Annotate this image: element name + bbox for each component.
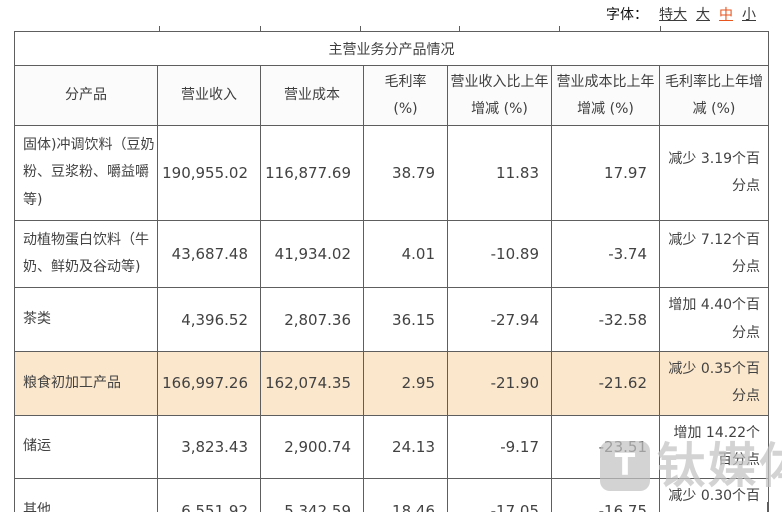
margin-yoy-cell: 减少 0.30个百分点 xyxy=(658,478,770,512)
table-title-row: 主营业务分产品情况 xyxy=(13,31,770,66)
revenue-yoy-cell: -17.05 xyxy=(447,478,552,512)
cost-yoy-cell: 17.97 xyxy=(551,125,660,221)
table-row-other: 其他 6,551.92 5,342.59 18.46 -17.05 -16.75… xyxy=(14,478,770,512)
column-header-cost-yoy: 营业成本比上年 增减 (%) xyxy=(551,65,660,126)
cost-yoy-cell: -23.51 xyxy=(551,414,660,480)
revenue-cell: 166,997.26 xyxy=(157,351,261,416)
font-size-option-medium[interactable]: 中 xyxy=(719,7,733,23)
product-name-cell: 粮食初加工产品 xyxy=(14,351,158,416)
font-size-option-small[interactable]: 小 xyxy=(742,7,756,23)
gross-margin-cell: 24.13 xyxy=(363,414,448,480)
gross-margin-cell: 4.01 xyxy=(363,219,448,289)
table-header-row: 分产品 营业收入 营业成本 毛利率 (%) 营业收入比上年 增减 (%) 营业成… xyxy=(14,65,770,126)
cost-cell: 116,877.69 xyxy=(260,125,364,221)
cost-cell: 2,807.36 xyxy=(260,287,364,353)
margin-yoy-cell: 增加 4.40个百分点 xyxy=(658,287,770,353)
product-name-cell: 固体)冲调饮料（豆奶粉、豆浆粉、嚼益嚼等) xyxy=(14,125,158,221)
font-size-option-large[interactable]: 大 xyxy=(696,7,710,23)
gross-margin-cell: 2.95 xyxy=(363,351,448,416)
column-header-product: 分产品 xyxy=(14,65,158,126)
cost-cell: 41,934.02 xyxy=(260,219,364,289)
gross-margin-cell: 36.15 xyxy=(363,287,448,353)
cost-yoy-cell: -3.74 xyxy=(551,219,660,289)
gross-margin-cell: 18.46 xyxy=(363,478,448,512)
cost-cell: 2,900.74 xyxy=(260,414,364,480)
column-header-revenue: 营业收入 xyxy=(157,65,261,126)
revenue-cell: 4,396.52 xyxy=(157,287,261,353)
previous-table-fragment xyxy=(14,26,768,31)
revenue-yoy-cell: -9.17 xyxy=(447,414,552,480)
table-row-solid-drinks: 固体)冲调饮料（豆奶粉、豆浆粉、嚼益嚼等) 190,955.02 116,877… xyxy=(14,125,770,221)
table-row-grain-processing: 粮食初加工产品 166,997.26 162,074.35 2.95 -21.9… xyxy=(14,351,770,416)
revenue-yoy-cell: -21.90 xyxy=(447,351,552,416)
next-row-fragment xyxy=(14,502,768,512)
revenue-cell: 43,687.48 xyxy=(157,219,261,289)
revenue-cell: 190,955.02 xyxy=(157,125,261,221)
font-size-option-xlarge[interactable]: 特大 xyxy=(659,7,687,23)
table-row-protein-drinks: 动植物蛋白饮料（牛奶、鲜奶及谷动等) 43,687.48 41,934.02 4… xyxy=(14,219,770,289)
column-header-margin-yoy: 毛利率比上年增 减 (%) xyxy=(658,65,770,126)
column-header-gross-margin: 毛利率 (%) xyxy=(363,65,448,126)
cost-yoy-cell: -32.58 xyxy=(551,287,660,353)
revenue-cell: 3,823.43 xyxy=(157,414,261,480)
revenue-cell: 6,551.92 xyxy=(157,478,261,512)
margin-yoy-cell: 增加 14.22个百分点 xyxy=(658,414,770,480)
column-header-revenue-yoy: 营业收入比上年 增减 (%) xyxy=(447,65,552,126)
table-row-tea: 茶类 4,396.52 2,807.36 36.15 -27.94 -32.58… xyxy=(14,287,770,353)
product-segment-table: 主营业务分产品情况 分产品 营业收入 营业成本 毛利率 (%) 营业收入比上年 … xyxy=(13,31,770,512)
font-size-label: 字体： xyxy=(606,7,648,23)
table-title: 主营业务分产品情况 xyxy=(13,31,770,66)
margin-yoy-cell: 减少 7.12个百分点 xyxy=(658,219,770,289)
revenue-yoy-cell: -10.89 xyxy=(447,219,552,289)
cost-cell: 162,074.35 xyxy=(260,351,364,416)
column-header-cost: 营业成本 xyxy=(260,65,364,126)
product-name-cell: 动植物蛋白饮料（牛奶、鲜奶及谷动等) xyxy=(14,219,158,289)
margin-yoy-cell: 减少 3.19个百分点 xyxy=(658,125,770,221)
product-name-cell: 储运 xyxy=(14,414,158,480)
gross-margin-cell: 38.79 xyxy=(363,125,448,221)
cost-yoy-cell: -21.62 xyxy=(551,351,660,416)
revenue-yoy-cell: 11.83 xyxy=(447,125,552,221)
table-row-storage-transport: 储运 3,823.43 2,900.74 24.13 -9.17 -23.51 … xyxy=(14,414,770,480)
font-size-toolbar: 字体： 特大 大 中 小 xyxy=(606,8,756,22)
product-name-cell: 茶类 xyxy=(14,287,158,353)
product-name-cell: 其他 xyxy=(14,478,158,512)
revenue-yoy-cell: -27.94 xyxy=(447,287,552,353)
margin-yoy-cell: 减少 0.35个百分点 xyxy=(658,351,770,416)
